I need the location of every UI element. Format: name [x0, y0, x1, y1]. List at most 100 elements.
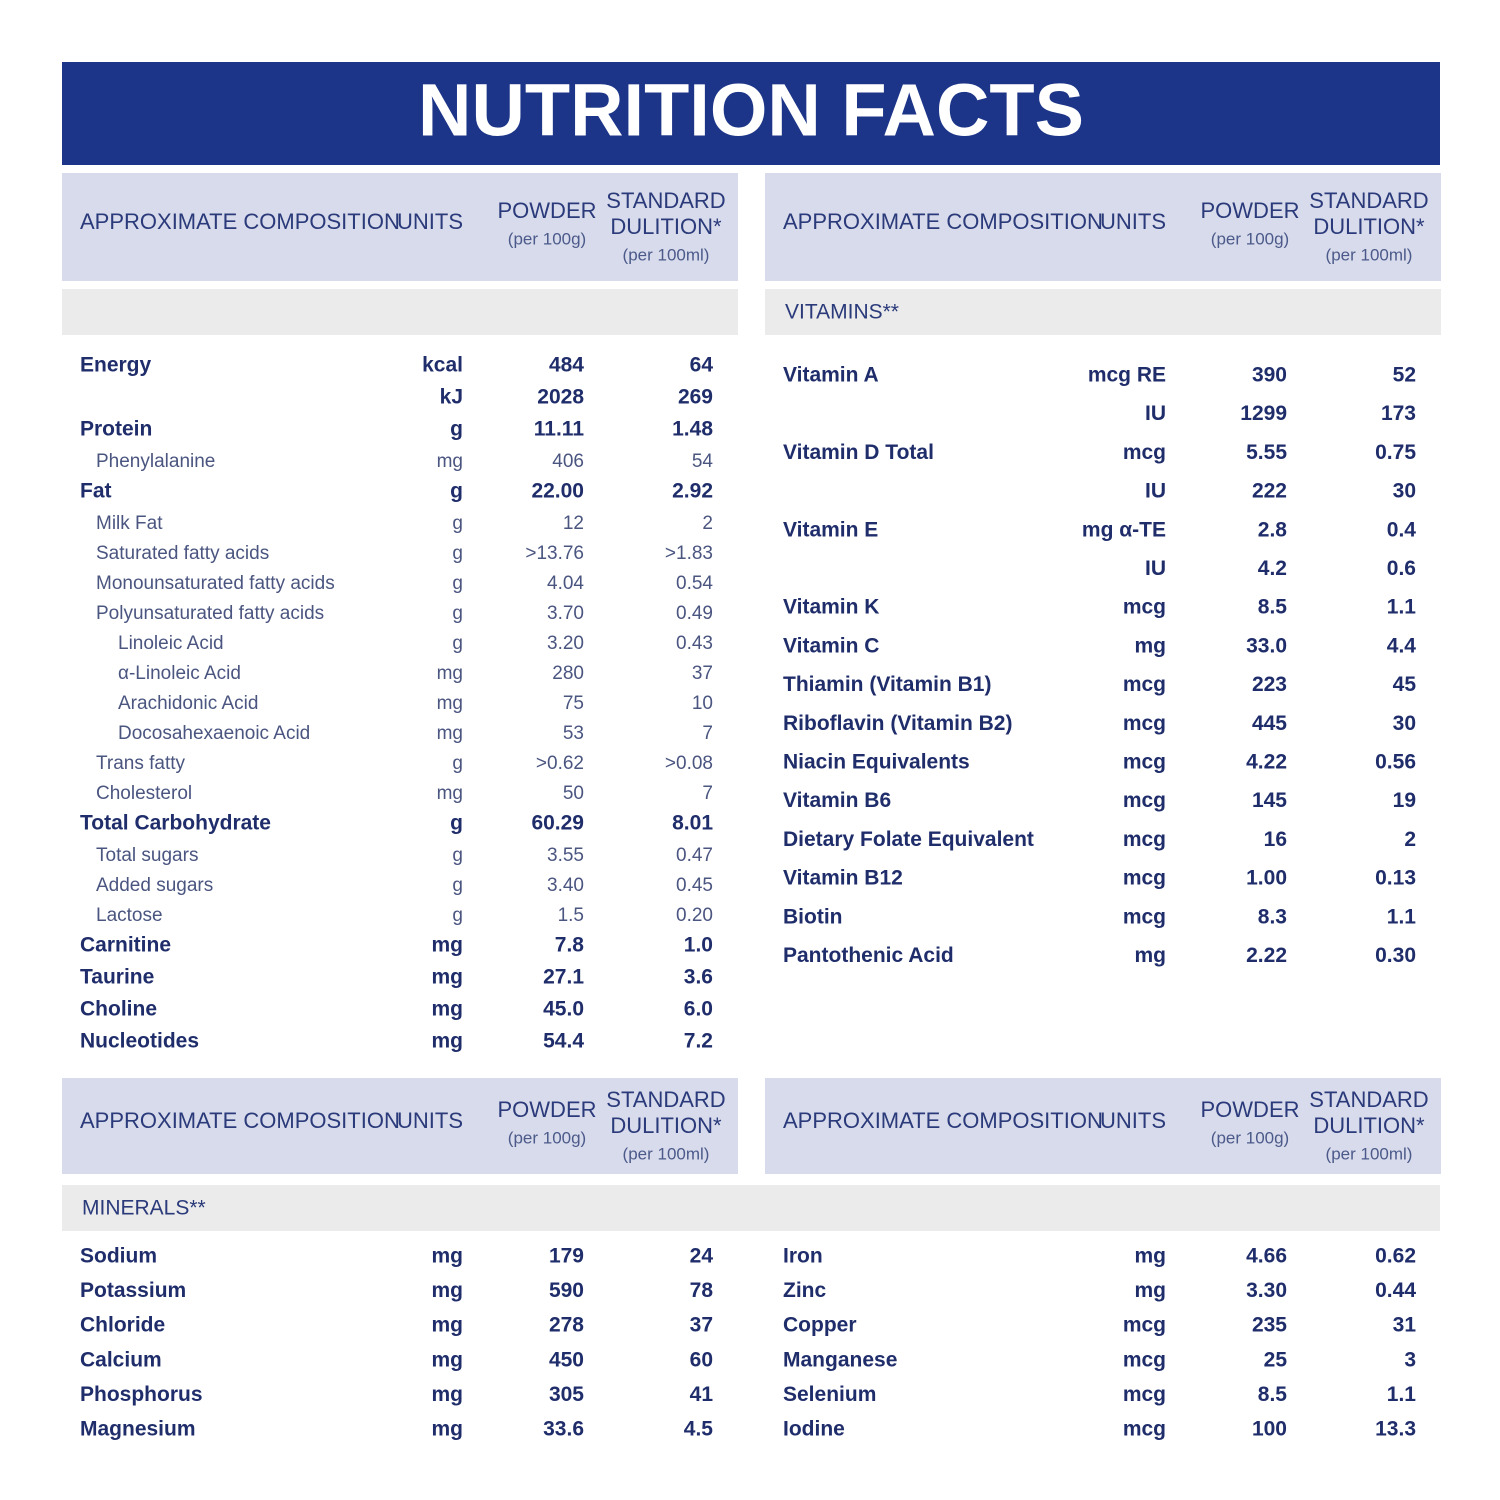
row-powder: 235	[1252, 1314, 1287, 1337]
header-dilution: DULITION*	[610, 1113, 722, 1138]
row-unit: IU	[1145, 402, 1166, 425]
header-box	[765, 1078, 1441, 1174]
row-dilution: 0.56	[1375, 751, 1416, 774]
row-powder: 590	[549, 1279, 584, 1302]
section-band	[62, 1185, 1440, 1231]
row-unit: mg	[432, 998, 464, 1021]
row-dilution: 19	[1393, 789, 1416, 812]
row-dilution: 0.47	[676, 845, 713, 866]
row-powder: 60.29	[531, 812, 584, 835]
row-name: Magnesium	[80, 1418, 196, 1441]
row-unit: mcg	[1123, 1348, 1166, 1371]
row-powder: 222	[1252, 480, 1287, 503]
header-composition: APPROXIMATE COMPOSITION	[80, 209, 400, 234]
header-powder-basis: (per 100g)	[508, 1128, 586, 1147]
row-powder: >13.76	[525, 543, 584, 564]
row-dilution: 0.45	[676, 875, 713, 896]
row-name: Monounsaturated fatty acids	[96, 573, 335, 594]
row-powder: 8.5	[1258, 1383, 1288, 1406]
row-unit: mg	[432, 1314, 464, 1337]
row-dilution: 41	[690, 1383, 714, 1406]
section-label: VITAMINS**	[785, 301, 899, 324]
row-name: Vitamin B6	[783, 789, 891, 812]
row-dilution: 0.75	[1375, 441, 1416, 464]
row-name: Fat	[80, 480, 112, 503]
row-unit: mg	[432, 1279, 464, 1302]
row-dilution: 54	[692, 451, 714, 472]
header-box	[765, 173, 1441, 281]
row-unit: g	[452, 573, 463, 594]
row-unit: mg	[432, 1383, 464, 1406]
row-unit: mcg	[1123, 789, 1166, 812]
row-dilution: 0.6	[1387, 557, 1416, 580]
row-unit: mg	[1135, 1279, 1167, 1302]
row-name: Chloride	[80, 1314, 165, 1337]
row-unit: g	[450, 812, 463, 835]
row-dilution: 0.20	[676, 905, 713, 926]
row-dilution: 1.0	[684, 934, 713, 957]
row-name: Biotin	[783, 905, 842, 928]
row-unit: kcal	[422, 354, 463, 377]
row-dilution: 0.44	[1375, 1279, 1416, 1302]
row-powder: 75	[563, 693, 584, 714]
row-name: Choline	[80, 998, 157, 1021]
header-units: UNITS	[397, 209, 463, 234]
row-unit: mg	[437, 783, 463, 804]
row-dilution: 269	[678, 386, 713, 409]
row-name: Phosphorus	[80, 1383, 203, 1406]
header-units: UNITS	[1100, 1108, 1166, 1133]
row-unit: mcg	[1123, 1383, 1166, 1406]
row-unit: IU	[1145, 480, 1166, 503]
row-unit: mg	[1135, 1245, 1167, 1268]
row-powder: 484	[549, 354, 584, 377]
row-name: Taurine	[80, 966, 154, 989]
header-powder: POWDER	[498, 198, 597, 223]
row-powder: 25	[1264, 1348, 1288, 1371]
row-dilution: 8.01	[672, 812, 713, 835]
row-name: Manganese	[783, 1348, 897, 1371]
row-dilution: 45	[1393, 673, 1417, 696]
row-name: Added sugars	[96, 875, 213, 896]
row-unit: mcg	[1123, 441, 1166, 464]
row-powder: 4.2	[1258, 557, 1287, 580]
row-dilution: 37	[690, 1314, 713, 1337]
row-dilution: 30	[1393, 712, 1416, 735]
row-powder: 4.04	[547, 573, 584, 594]
row-name: Cholesterol	[96, 783, 192, 804]
row-dilution: 37	[692, 663, 713, 684]
title-banner	[62, 62, 1440, 165]
row-unit: g	[452, 845, 463, 866]
row-unit: mcg	[1123, 673, 1166, 696]
row-powder: 3.40	[547, 875, 584, 896]
row-name: Dietary Folate Equivalent	[783, 828, 1034, 851]
row-unit: mg	[432, 1348, 464, 1371]
row-name: Lactose	[96, 905, 163, 926]
row-dilution: 2	[702, 513, 713, 534]
row-dilution: 0.62	[1375, 1245, 1416, 1268]
header-composition: APPROXIMATE COMPOSITION	[80, 1108, 400, 1133]
row-unit: g	[452, 513, 463, 534]
row-powder: 2.8	[1258, 518, 1288, 541]
row-unit: mg α-TE	[1082, 518, 1166, 541]
row-unit: mg	[1135, 944, 1167, 967]
row-unit: mcg	[1123, 828, 1166, 851]
row-dilution: >0.08	[665, 753, 713, 774]
header-composition: APPROXIMATE COMPOSITION	[783, 1108, 1103, 1133]
header-dilution: STANDARD	[1309, 188, 1428, 213]
row-unit: mg	[432, 966, 464, 989]
row-powder: 280	[552, 663, 584, 684]
row-name: Nucleotides	[80, 1030, 199, 1053]
row-name: Vitamin K	[783, 596, 879, 619]
row-unit: g	[452, 603, 463, 624]
title: NUTRITION FACTS	[418, 69, 1084, 152]
row-name: Copper	[783, 1314, 857, 1337]
row-dilution: 3.6	[684, 966, 713, 989]
row-unit: mcg	[1123, 1418, 1166, 1441]
row-powder: 406	[552, 451, 584, 472]
row-unit: mg	[1135, 634, 1167, 657]
row-dilution: 10	[692, 693, 713, 714]
row-unit: IU	[1145, 557, 1166, 580]
row-powder: 3.70	[547, 603, 584, 624]
row-powder: 45.0	[543, 998, 584, 1021]
header-powder-basis: (per 100g)	[508, 229, 586, 248]
